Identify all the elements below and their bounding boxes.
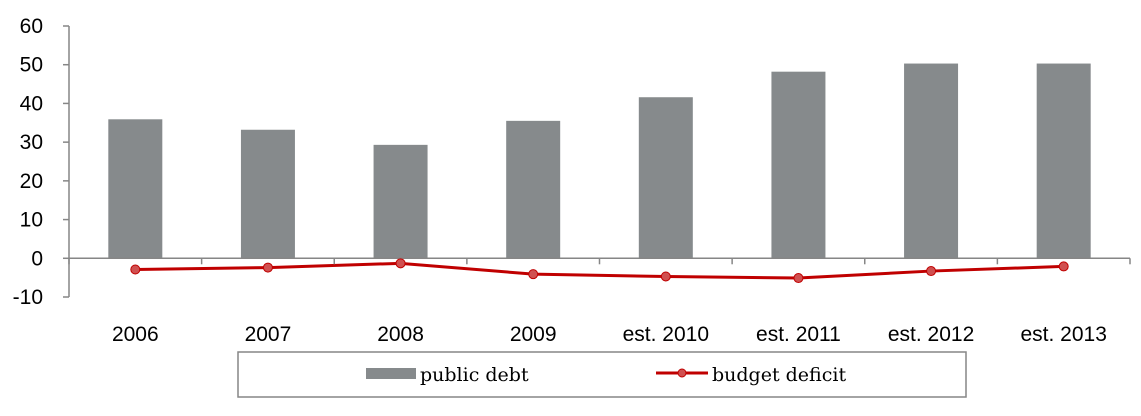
legend-label-public-debt: public debt (420, 364, 529, 386)
point-budget-deficit (130, 264, 141, 275)
line-budget-deficit (135, 261, 1064, 280)
bar-public-debt (638, 97, 693, 259)
y-tick-label: 60 (20, 15, 43, 38)
axis-layer: 60 50 40 30 20 10 0 -10 (13, 15, 1130, 309)
legend-bar-swatch (366, 368, 416, 379)
point-budget-deficit (1058, 261, 1069, 272)
legend-box (237, 351, 967, 398)
y-ticks: 60 50 40 30 20 10 0 -10 (13, 15, 69, 309)
point-budget-deficit (926, 266, 937, 277)
point-budget-deficit (262, 262, 273, 273)
x-tick-label: 2007 (245, 323, 292, 346)
y-tick-label: -10 (13, 286, 43, 309)
bar-public-debt (108, 119, 163, 259)
x-tick-label: est. 2012 (888, 323, 974, 346)
point-budget-deficit (528, 269, 539, 280)
y-tick-label: 50 (20, 54, 43, 77)
bar-public-debt (506, 120, 561, 259)
x-tick-label: est. 2013 (1020, 323, 1106, 346)
legend-label-budget-deficit: budget deficit (712, 364, 846, 386)
point-budget-deficit (793, 273, 804, 284)
y-tick-label: 20 (20, 170, 43, 193)
bar-public-debt (771, 71, 826, 259)
x-tick-label: est. 2010 (623, 323, 709, 346)
y-tick-label: 40 (20, 92, 43, 115)
point-budget-deficit (395, 258, 406, 269)
x-tick-label: 2006 (112, 323, 159, 346)
line-layer (130, 258, 1069, 284)
bar-public-debt (240, 129, 295, 259)
bars-layer (108, 63, 1091, 259)
x-labels: 2006 2007 2008 2009 est. 2010 est. 2011 est. 2… (68, 258, 1131, 346)
bar-public-debt (1036, 63, 1091, 259)
legend-line-marker (677, 368, 687, 378)
legend: public debt budget deficit (237, 351, 967, 398)
point-budget-deficit (660, 271, 671, 282)
x-tick-label: 2009 (510, 323, 557, 346)
y-tick-label: 0 (31, 247, 43, 270)
x-tick-label: 2008 (377, 323, 424, 346)
y-tick-label: 10 (20, 209, 43, 232)
y-tick-label: 30 (20, 131, 43, 154)
bar-public-debt (373, 144, 428, 259)
x-tick-label: est. 2011 (756, 323, 841, 346)
bar-public-debt (904, 63, 959, 259)
